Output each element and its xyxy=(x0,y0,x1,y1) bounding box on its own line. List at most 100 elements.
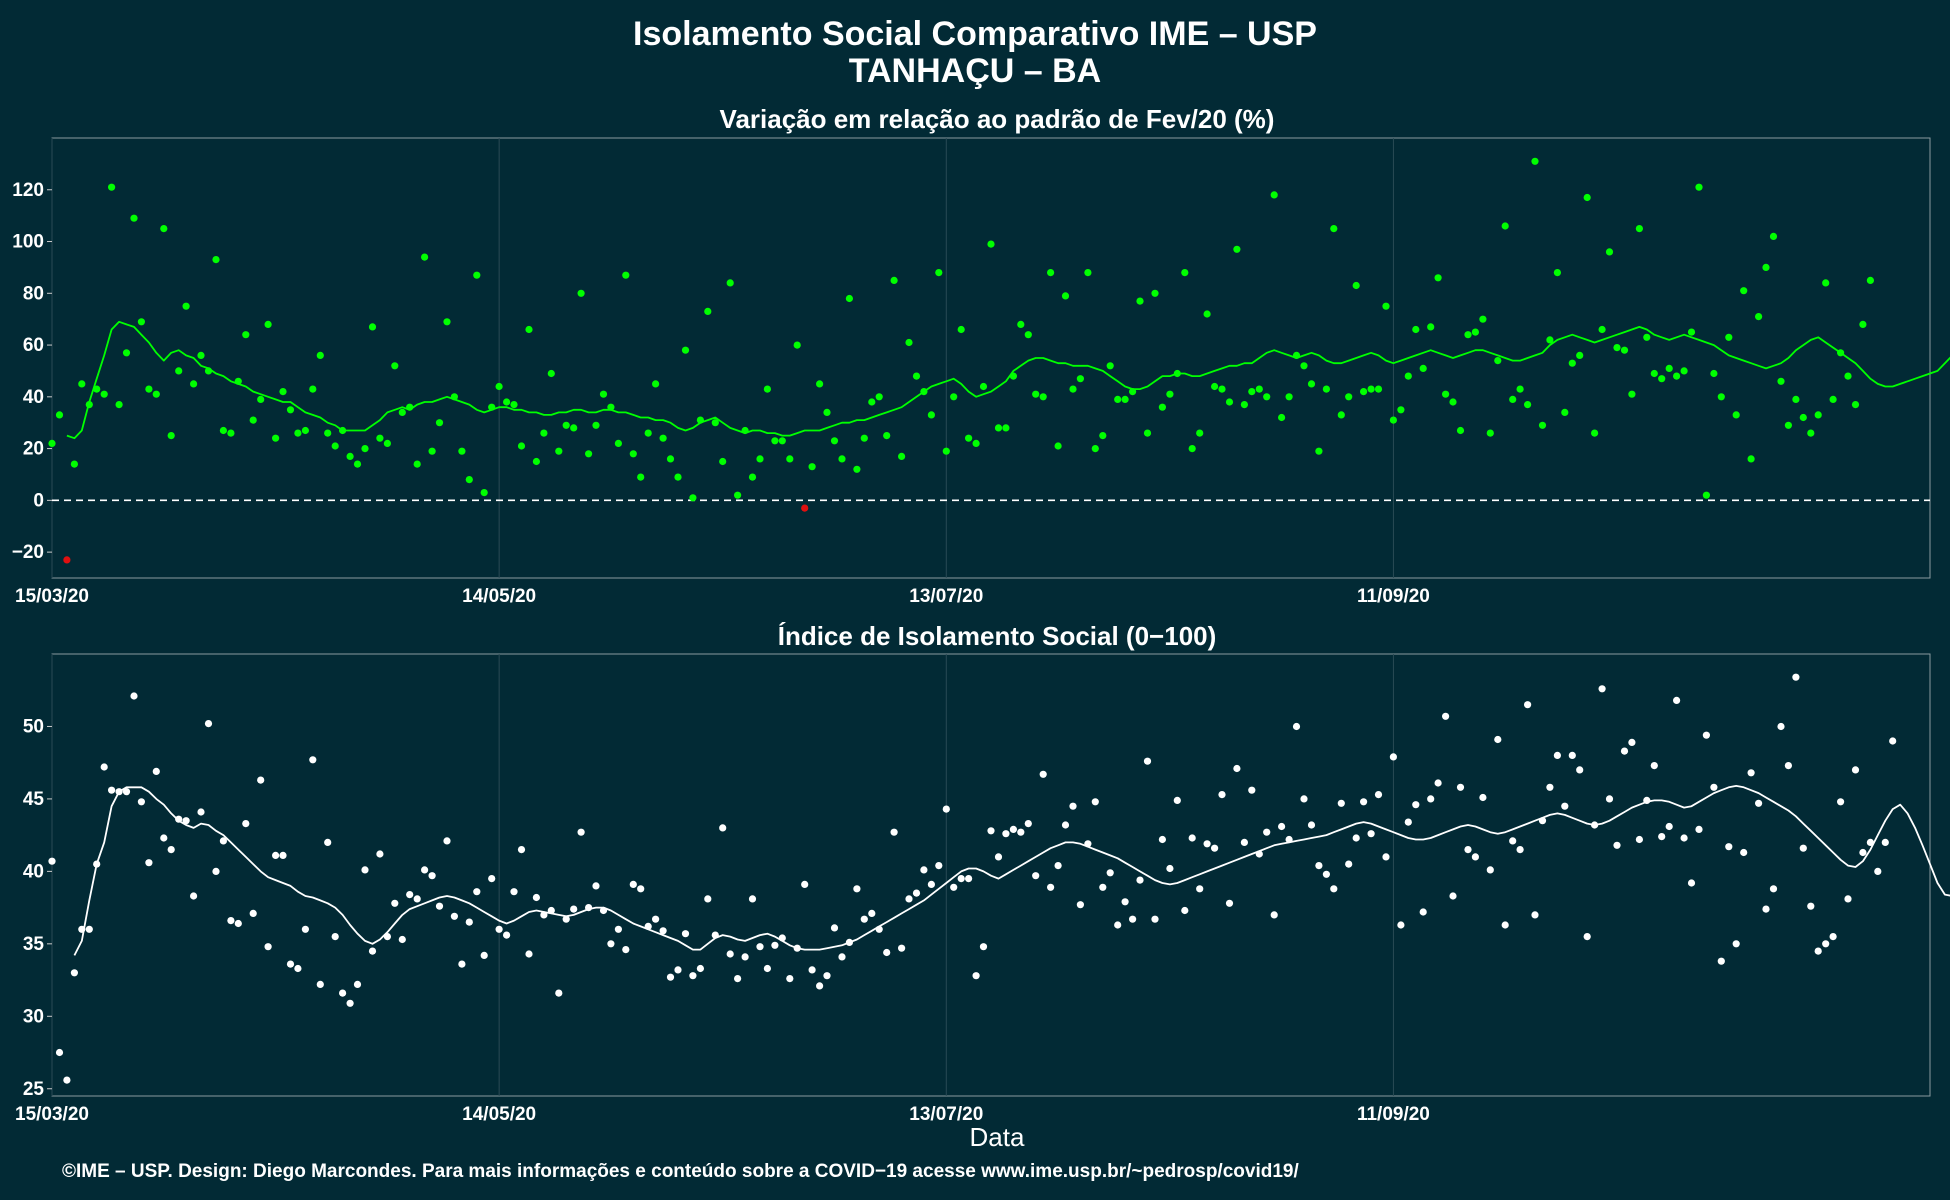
data-point xyxy=(1650,369,1658,378)
data-point xyxy=(272,851,280,860)
data-point xyxy=(1643,333,1651,341)
data-point xyxy=(979,382,988,391)
data-point xyxy=(78,925,86,933)
data-point xyxy=(860,915,868,923)
data-point xyxy=(1546,783,1554,791)
x-tick-label-2: 13/07/20 xyxy=(909,1104,983,1125)
data-point xyxy=(1129,915,1137,923)
data-point xyxy=(1076,901,1084,909)
data-point xyxy=(1717,957,1725,965)
data-point xyxy=(592,882,600,890)
data-point xyxy=(979,943,988,951)
data-point xyxy=(1069,802,1077,810)
data-point xyxy=(1278,413,1286,422)
x-tick-label-3: 11/09/20 xyxy=(1357,586,1430,607)
data-point xyxy=(763,385,772,393)
chart-title-line1: Isolamento Social Comparativo IME – USP xyxy=(633,15,1317,53)
data-point xyxy=(637,473,645,481)
y-tick-label-4: 45 xyxy=(23,789,45,810)
data-point xyxy=(175,367,183,375)
data-point xyxy=(1538,421,1547,429)
data-point xyxy=(1725,333,1733,341)
data-point xyxy=(1427,323,1435,331)
data-point xyxy=(1412,325,1420,334)
data-point xyxy=(965,434,973,442)
data-point xyxy=(726,950,734,958)
data-point xyxy=(1337,411,1345,419)
data-point xyxy=(1330,225,1338,233)
data-point xyxy=(629,450,637,458)
data-point xyxy=(1568,359,1576,367)
data-point xyxy=(1702,731,1710,739)
data-point xyxy=(1017,828,1025,836)
data-point xyxy=(1106,869,1114,877)
data-point xyxy=(689,494,697,502)
data-point xyxy=(1710,783,1718,791)
data-point xyxy=(510,401,518,409)
data-point xyxy=(808,966,816,974)
data-point xyxy=(55,1048,64,1057)
data-point xyxy=(771,437,779,445)
data-point xyxy=(1755,313,1763,321)
data-point xyxy=(1464,331,1472,339)
data-point xyxy=(361,445,369,453)
data-point xyxy=(868,398,876,406)
data-point xyxy=(219,837,227,845)
data-point xyxy=(1494,735,1502,744)
data-point xyxy=(1352,834,1360,842)
data-point xyxy=(1129,388,1137,396)
data-point xyxy=(1553,269,1561,277)
data-point xyxy=(1501,222,1509,230)
data-point xyxy=(1471,328,1479,336)
data-point xyxy=(599,906,608,915)
x-tick-label-1: 14/05/20 xyxy=(462,1104,536,1125)
data-point xyxy=(1665,822,1673,831)
data-point xyxy=(793,341,801,349)
data-point xyxy=(279,851,287,860)
data-point xyxy=(1620,747,1629,755)
data-point xyxy=(905,895,913,903)
data-point xyxy=(808,463,816,471)
data-point xyxy=(1501,921,1509,929)
data-point xyxy=(167,432,175,440)
data-point xyxy=(1598,685,1606,693)
data-point xyxy=(264,320,272,328)
data-point xyxy=(1240,838,1248,847)
data-point xyxy=(801,880,809,889)
data-point xyxy=(890,828,898,836)
data-point xyxy=(435,902,444,910)
data-point xyxy=(152,390,160,398)
data-point xyxy=(570,905,578,913)
data-point xyxy=(1248,388,1256,396)
data-point xyxy=(1673,372,1681,380)
data-point xyxy=(1695,825,1703,834)
data-point xyxy=(450,912,458,920)
data-point xyxy=(681,930,690,938)
data-point xyxy=(987,827,995,835)
data-point xyxy=(316,980,324,989)
data-point xyxy=(1143,429,1152,437)
data-point xyxy=(607,940,615,948)
data-point xyxy=(1412,801,1420,809)
data-point xyxy=(942,805,950,813)
data-point xyxy=(957,875,965,883)
data-point xyxy=(1367,830,1375,838)
data-point xyxy=(1673,696,1681,705)
data-point xyxy=(1822,279,1830,287)
data-point xyxy=(585,450,593,458)
data-point xyxy=(1352,281,1360,290)
data-point xyxy=(1225,899,1234,907)
data-point xyxy=(309,756,317,764)
data-point xyxy=(696,964,705,973)
y-tick-label-6: 100 xyxy=(12,232,44,253)
data-point xyxy=(115,788,123,796)
data-point xyxy=(1605,795,1614,803)
data-point xyxy=(1747,769,1755,777)
data-point xyxy=(704,895,712,903)
data-point xyxy=(1732,411,1740,419)
data-point xyxy=(726,279,734,287)
data-point xyxy=(137,798,145,806)
data-point xyxy=(1628,738,1636,747)
data-point xyxy=(1009,372,1018,380)
data-point xyxy=(264,943,272,951)
